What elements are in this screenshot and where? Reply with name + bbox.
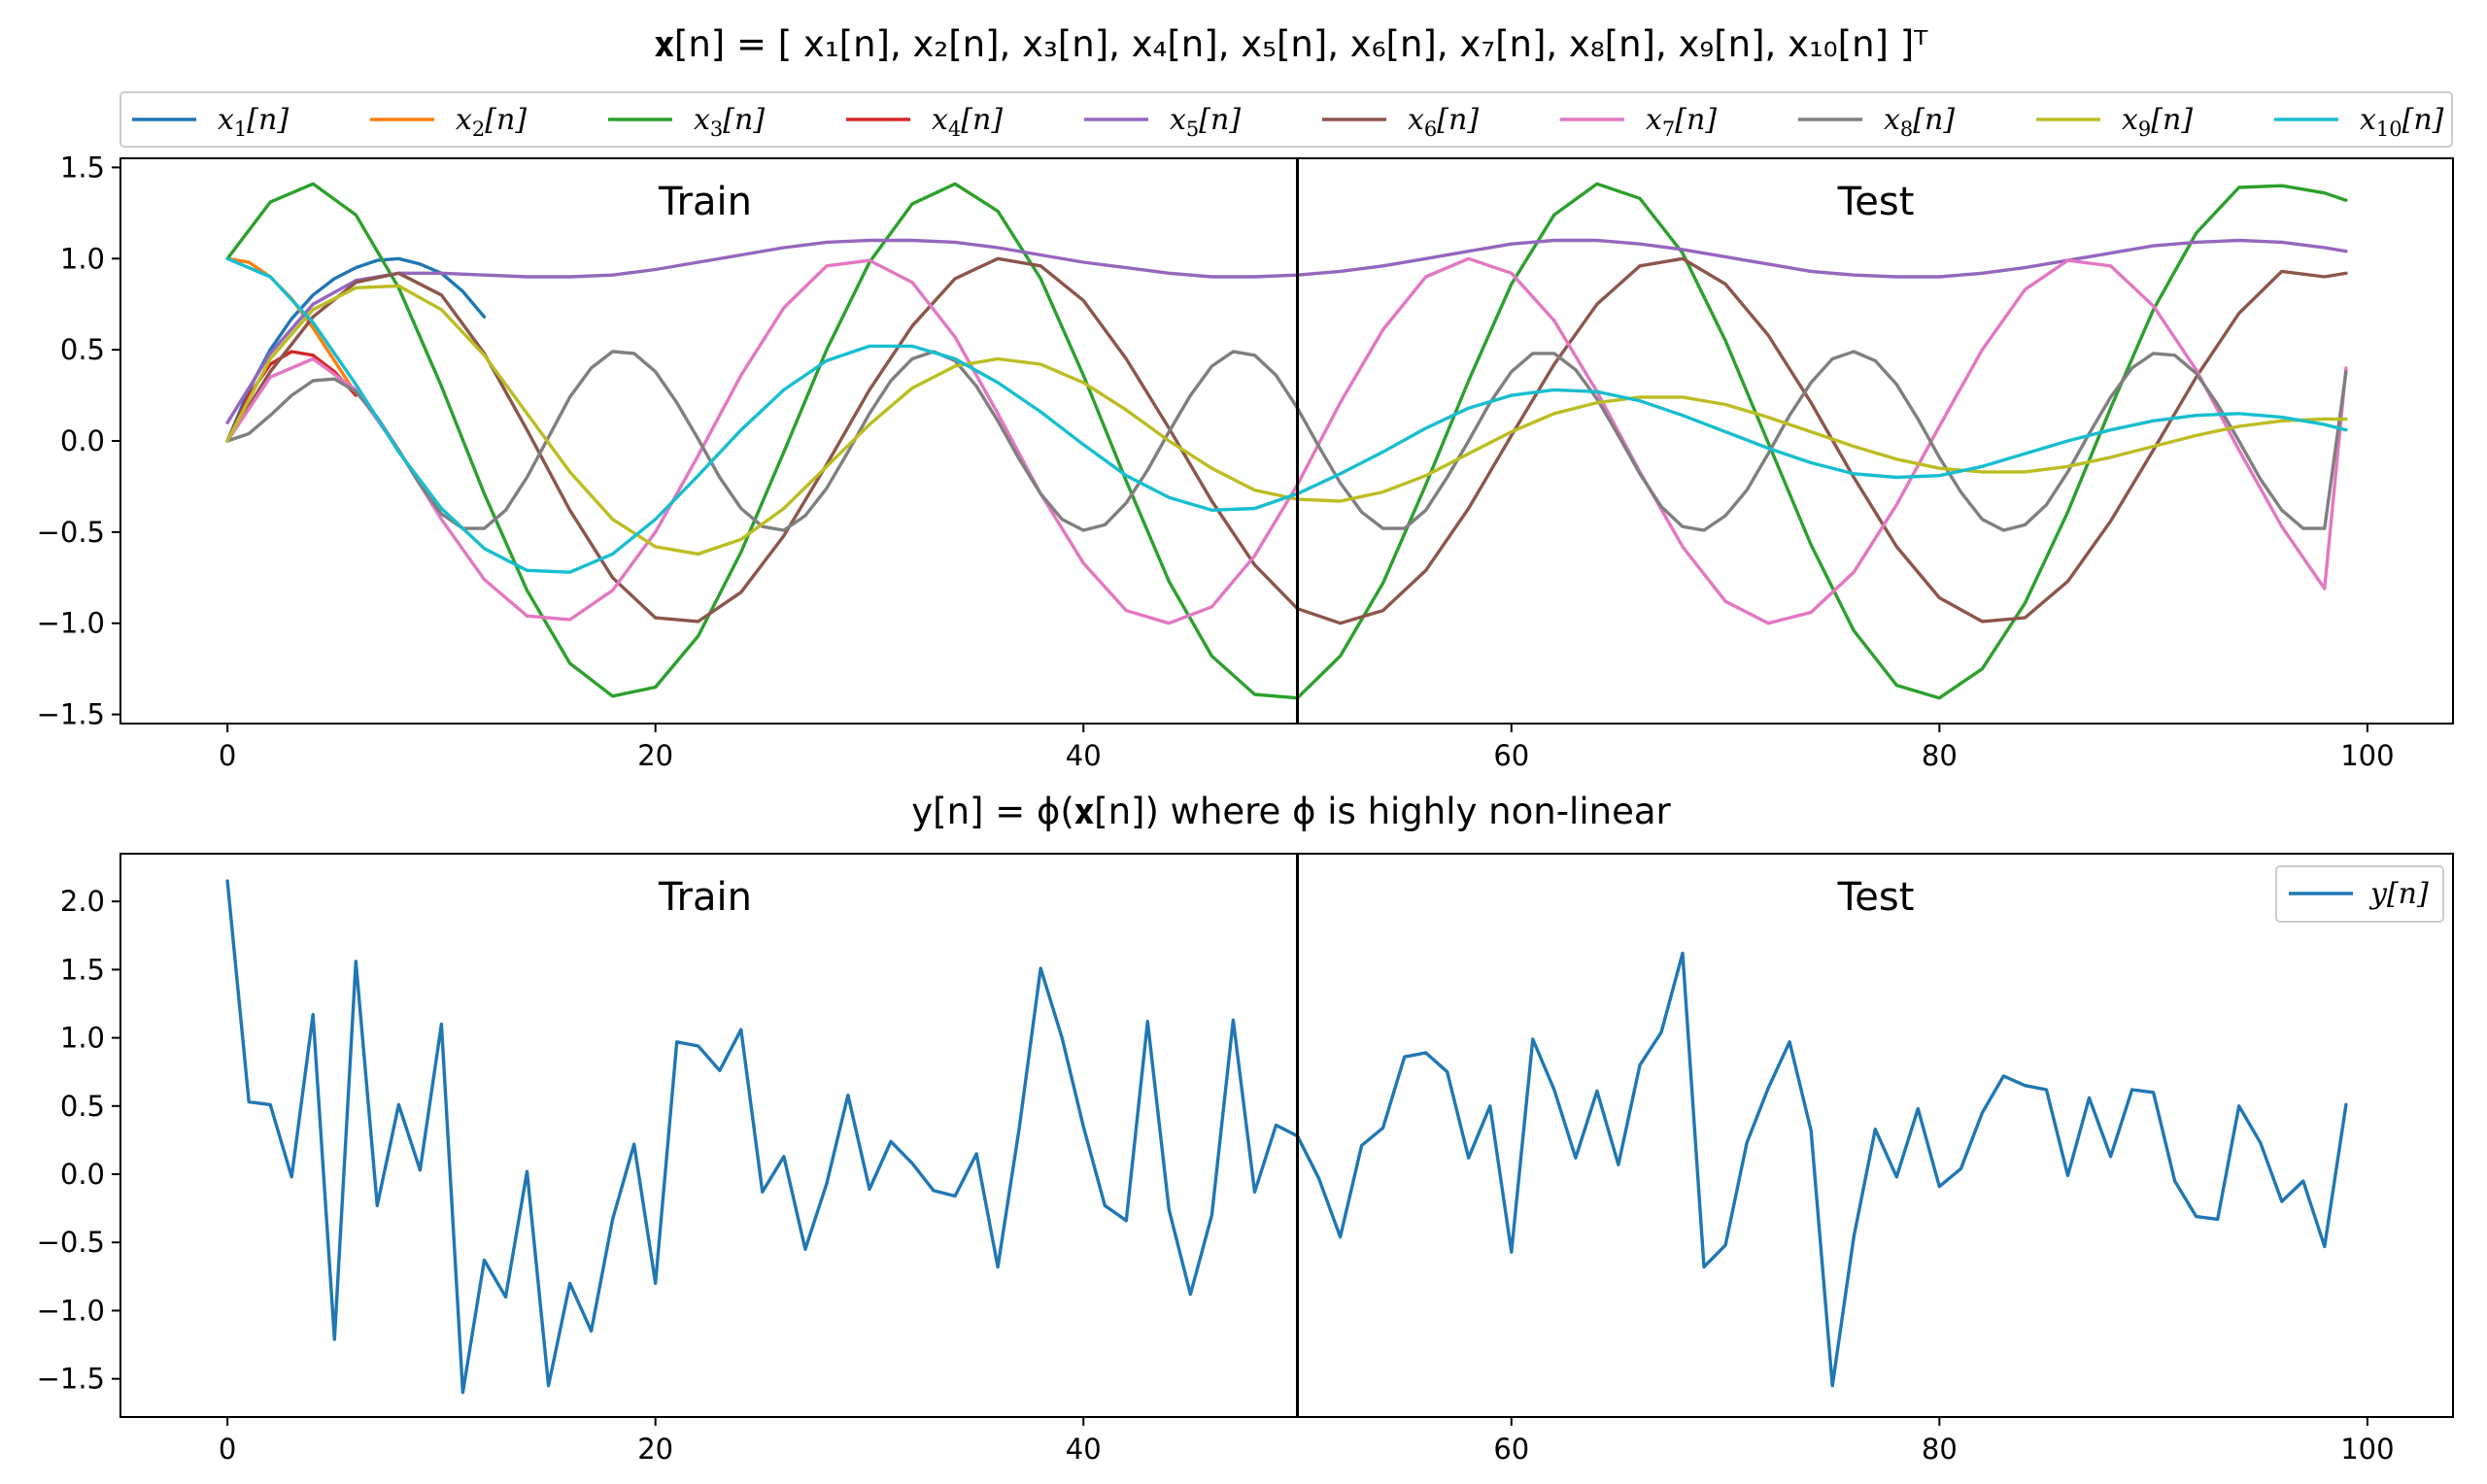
top-legend-frame xyxy=(119,91,2453,148)
legend-entry-x5: x5[n] xyxy=(1084,103,1241,141)
x-tick-label: 100 xyxy=(2340,1433,2394,1466)
x-tick-label: 40 xyxy=(1066,739,1102,772)
y-tick-label: −1.5 xyxy=(37,1363,105,1396)
x-tick-label: 60 xyxy=(1493,1433,1529,1466)
x-tick-label: 60 xyxy=(1493,739,1529,772)
top-legend: x1[n] x2[n] x3[n] x4[n] x5[n] x6[n] x7[n] x8[n]… xyxy=(119,91,2453,148)
top-region-label-train: Train xyxy=(658,180,752,224)
legend-entry-x10: x10[n] xyxy=(2274,103,2444,141)
y-tick-label: −0.5 xyxy=(37,1226,105,1259)
bottom-region-label-train: Train xyxy=(658,875,752,920)
legend-entry-x6: x6[n] xyxy=(1322,103,1479,141)
y-tick-label: 0.5 xyxy=(60,1090,105,1123)
y-tick-label: −1.5 xyxy=(37,698,105,731)
legend-entry-x8: x8[n] xyxy=(1798,103,1955,141)
y-tick-label: 1.5 xyxy=(60,151,105,184)
top-plot: 0 20 40 60 80 100 1.5 1.0 0.5 0.0 −0.5 −1.0 −1.5 Tr… xyxy=(37,151,2454,772)
top-chart-title: 𝐱[n] = [ x₁[n], x₂[n], x₃[n], x₄[n], x₅[… xyxy=(655,23,1929,65)
legend-label: x1[n] xyxy=(218,103,289,141)
legend-entry-x2: x2[n] xyxy=(370,103,527,141)
series-line-x4 xyxy=(225,350,358,443)
legend-label: x9[n] xyxy=(2122,103,2193,141)
bottom-legend: y[n] xyxy=(2275,865,2444,923)
bottom-plot: 0 20 40 60 80 100 2.0 1.5 1.0 0.5 0.0 −0.5 −1.0 −1.5… xyxy=(37,853,2454,1466)
y-tick-label: −1.0 xyxy=(37,607,105,640)
x-tick-label: 20 xyxy=(637,739,673,772)
legend-entry-y: y[n] xyxy=(2289,877,2429,911)
legend-entry-x7: x7[n] xyxy=(1560,103,1717,141)
y-tick-label: −1.0 xyxy=(37,1294,105,1327)
top-region-label-test: Test xyxy=(1837,180,1915,224)
y-tick-label: 1.0 xyxy=(60,242,105,275)
x-tick-label: 20 xyxy=(637,1433,673,1466)
legend-label: x6[n] xyxy=(1408,103,1479,141)
legend-entry-x4: x4[n] xyxy=(846,103,1003,141)
x-tick-label: 0 xyxy=(219,739,236,772)
bottom-plot-lines xyxy=(225,879,2348,1395)
y-tick-label: 1.0 xyxy=(60,1022,105,1055)
y-tick-label: −0.5 xyxy=(37,516,105,549)
x-tick-label: 100 xyxy=(2340,739,2394,772)
bottom-legend-frame xyxy=(2275,865,2444,923)
legend-label: x2[n] xyxy=(456,103,527,141)
series-line-x8 xyxy=(225,350,2348,532)
bottom-plot-frame xyxy=(119,853,2454,1418)
legend-label: x5[n] xyxy=(1170,103,1241,141)
legend-entry-x1: x1[n] xyxy=(132,103,289,141)
legend-entry-x9: x9[n] xyxy=(2036,103,2193,141)
top-x-axis: 0 20 40 60 80 100 xyxy=(219,724,2395,772)
top-y-axis: 1.5 1.0 0.5 0.0 −0.5 −1.0 −1.5 xyxy=(37,151,120,731)
y-tick-label: 0.5 xyxy=(60,333,105,366)
x-tick-label: 40 xyxy=(1066,1433,1102,1466)
x-tick-label: 80 xyxy=(1922,1433,1958,1466)
bottom-x-axis: 0 20 40 60 80 100 xyxy=(219,1417,2395,1466)
y-tick-label: 0.0 xyxy=(60,424,105,457)
x-tick-label: 0 xyxy=(219,1433,236,1466)
y-tick-label: 2.0 xyxy=(60,885,105,918)
legend-label: y[n] xyxy=(2368,877,2429,911)
x-tick-label: 80 xyxy=(1922,739,1958,772)
bottom-chart-title: y[n] = ϕ(𝐱[n]) where ϕ is highly non-lin… xyxy=(911,791,1671,832)
legend-label: x4[n] xyxy=(932,103,1003,141)
legend-label: x10[n] xyxy=(2360,103,2444,141)
y-tick-label: 0.0 xyxy=(60,1158,105,1191)
legend-label: x7[n] xyxy=(1646,103,1717,141)
bottom-y-axis: 2.0 1.5 1.0 0.5 0.0 −0.5 −1.0 −1.5 xyxy=(37,885,120,1396)
y-tick-label: 1.5 xyxy=(60,953,105,986)
legend-entry-x3: x3[n] xyxy=(608,103,765,141)
legend-label: x3[n] xyxy=(694,103,765,141)
series-line-y xyxy=(225,879,2348,1395)
bottom-region-label-test: Test xyxy=(1837,875,1915,920)
legend-label: x8[n] xyxy=(1884,103,1955,141)
